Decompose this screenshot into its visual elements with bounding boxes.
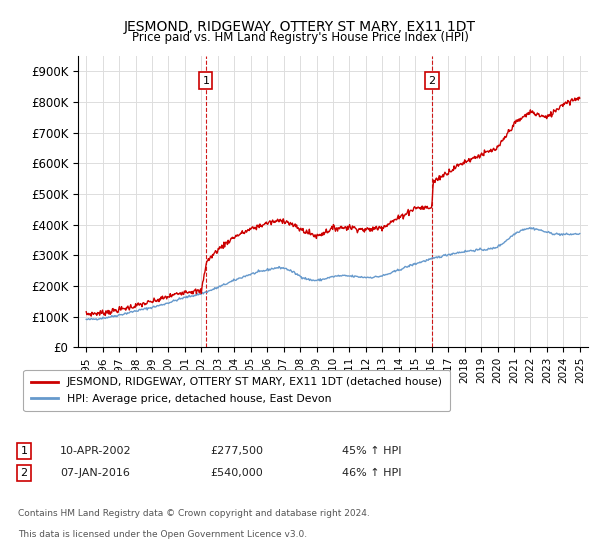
Text: 2: 2: [428, 76, 436, 86]
Text: 46% ↑ HPI: 46% ↑ HPI: [342, 468, 401, 478]
Text: 2: 2: [20, 468, 28, 478]
Text: 10-APR-2002: 10-APR-2002: [60, 446, 131, 456]
Text: 1: 1: [20, 446, 28, 456]
Text: This data is licensed under the Open Government Licence v3.0.: This data is licensed under the Open Gov…: [18, 530, 307, 539]
Text: Contains HM Land Registry data © Crown copyright and database right 2024.: Contains HM Land Registry data © Crown c…: [18, 509, 370, 518]
Text: £540,000: £540,000: [210, 468, 263, 478]
Text: Price paid vs. HM Land Registry's House Price Index (HPI): Price paid vs. HM Land Registry's House …: [131, 31, 469, 44]
Text: £277,500: £277,500: [210, 446, 263, 456]
Text: 1: 1: [202, 76, 209, 86]
Legend: JESMOND, RIDGEWAY, OTTERY ST MARY, EX11 1DT (detached house), HPI: Average price: JESMOND, RIDGEWAY, OTTERY ST MARY, EX11 …: [23, 370, 451, 412]
Text: 45% ↑ HPI: 45% ↑ HPI: [342, 446, 401, 456]
Text: 07-JAN-2016: 07-JAN-2016: [60, 468, 130, 478]
Text: JESMOND, RIDGEWAY, OTTERY ST MARY, EX11 1DT: JESMOND, RIDGEWAY, OTTERY ST MARY, EX11 …: [124, 20, 476, 34]
